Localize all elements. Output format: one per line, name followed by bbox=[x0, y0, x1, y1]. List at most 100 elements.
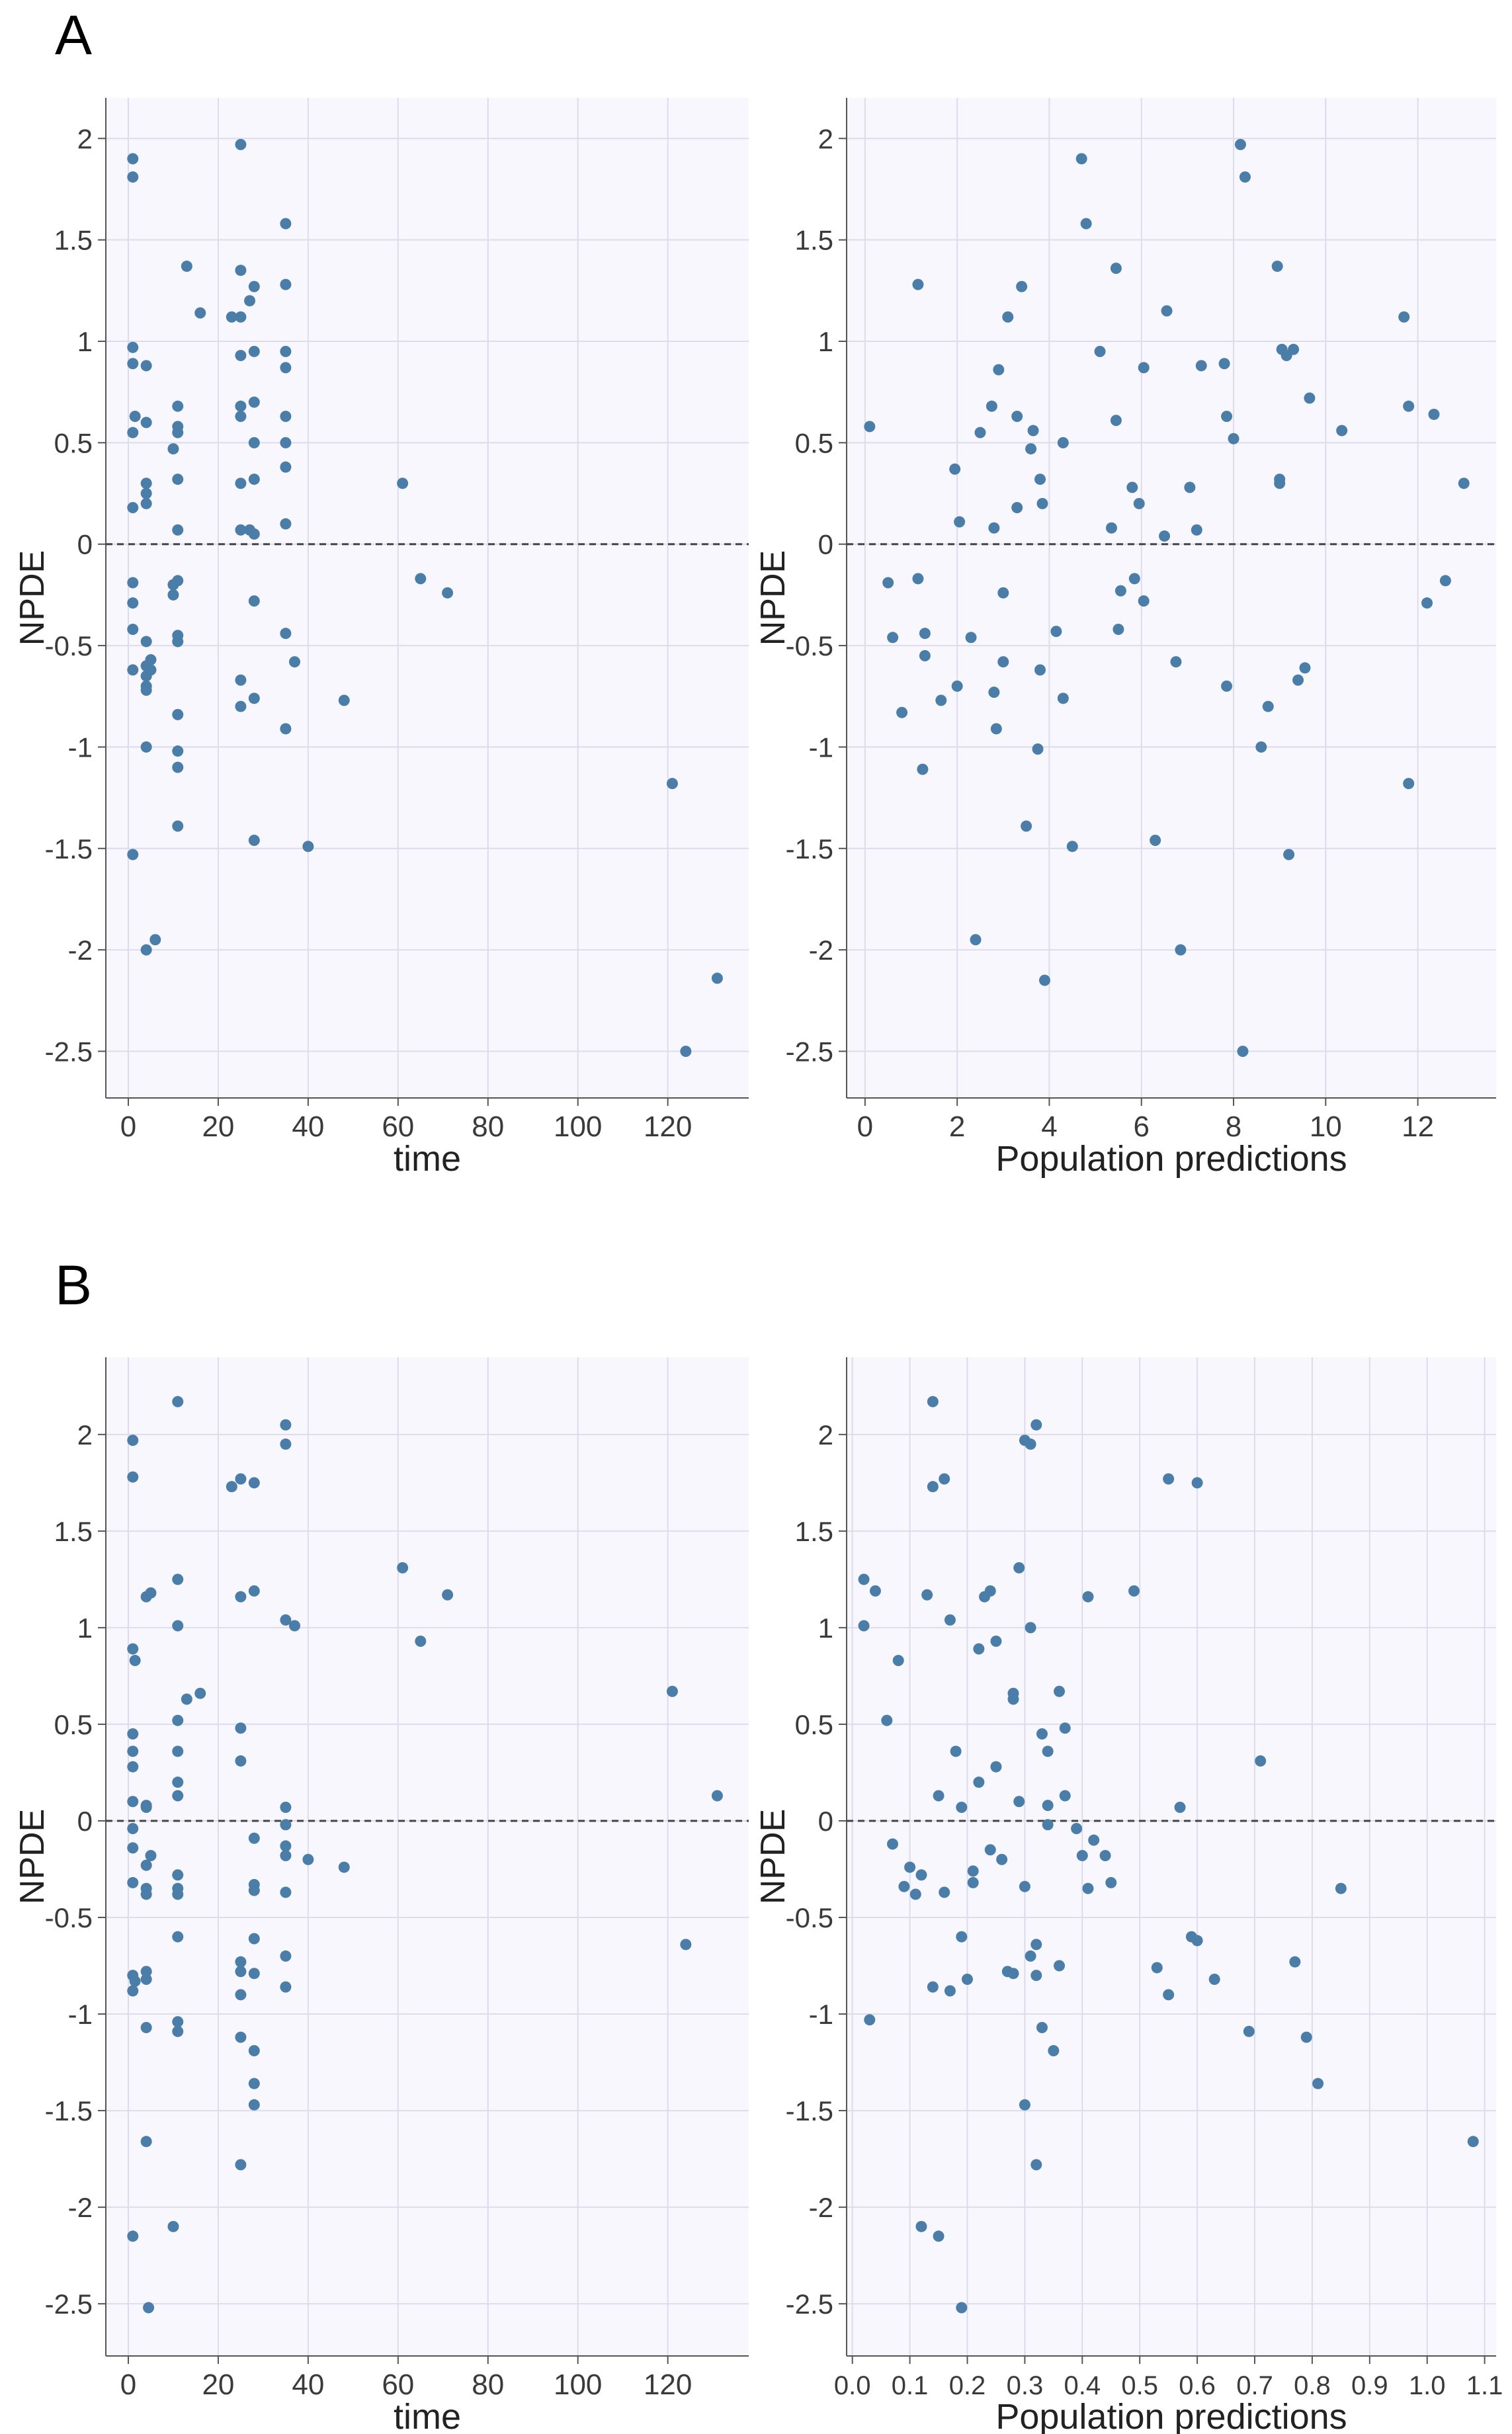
x-axis-title: time bbox=[394, 2397, 461, 2434]
data-point bbox=[127, 1876, 139, 1888]
data-point bbox=[1428, 408, 1440, 420]
data-point bbox=[956, 1931, 968, 1943]
x-tick-label: 100 bbox=[554, 2369, 602, 2401]
data-point bbox=[1184, 482, 1196, 493]
data-point bbox=[1175, 944, 1187, 956]
data-point bbox=[917, 763, 929, 775]
data-point bbox=[1114, 585, 1126, 597]
y-tick-label: 0.5 bbox=[54, 427, 93, 458]
chart-B-pred: 0.0 0.1 0.2 0.3 0.4 0.5 0.6 0.7 0.8 0.9 1.0 1.1 -2.5… bbox=[754, 1357, 1503, 2434]
data-point bbox=[680, 1045, 692, 1057]
data-point bbox=[172, 1714, 184, 1726]
data-point bbox=[140, 636, 152, 648]
y-tick-label: 0 bbox=[77, 1806, 93, 1837]
data-point bbox=[248, 345, 260, 357]
data-point bbox=[915, 1869, 927, 1881]
data-point bbox=[172, 1396, 184, 1407]
data-point bbox=[912, 278, 924, 290]
data-point bbox=[127, 1745, 139, 1757]
data-point bbox=[280, 1419, 292, 1431]
data-point bbox=[1011, 411, 1023, 423]
data-point bbox=[140, 2136, 152, 2148]
data-point bbox=[280, 345, 292, 357]
data-point bbox=[1032, 743, 1044, 755]
data-point bbox=[172, 1777, 184, 1788]
y-axis-title: NPDE bbox=[754, 1809, 792, 1904]
data-point bbox=[1025, 1438, 1036, 1450]
data-point bbox=[1057, 692, 1069, 704]
data-point bbox=[145, 1850, 157, 1862]
y-tick-label: 0.5 bbox=[54, 1709, 93, 1740]
data-point bbox=[280, 218, 292, 230]
data-point bbox=[397, 1562, 409, 1574]
data-point bbox=[954, 516, 966, 528]
data-point bbox=[248, 437, 260, 448]
data-point bbox=[1191, 1935, 1203, 1947]
y-tick-label: -2 bbox=[68, 935, 93, 966]
data-point bbox=[127, 341, 139, 353]
data-point bbox=[280, 278, 292, 290]
data-point bbox=[1138, 362, 1150, 374]
x-tick-label: 60 bbox=[382, 2369, 414, 2401]
data-point bbox=[415, 1635, 427, 1647]
data-point bbox=[167, 443, 179, 455]
y-tick-label: -2.5 bbox=[786, 2288, 833, 2320]
data-point bbox=[1105, 522, 1117, 534]
data-point bbox=[921, 1589, 933, 1601]
data-point bbox=[127, 1435, 139, 1447]
data-point bbox=[248, 280, 260, 292]
x-tick-label: 0.9 bbox=[1351, 2371, 1388, 2400]
x-tick-label: 4 bbox=[1041, 1111, 1057, 1143]
data-point bbox=[1071, 1823, 1083, 1835]
data-point bbox=[172, 761, 184, 773]
y-tick-label: 0 bbox=[818, 1806, 833, 1837]
data-point bbox=[1138, 595, 1150, 607]
y-tick-label: -2 bbox=[809, 2192, 833, 2223]
x-tick-label: 0.1 bbox=[892, 2371, 929, 2400]
data-point bbox=[181, 261, 192, 273]
data-point bbox=[1195, 360, 1207, 372]
data-point bbox=[172, 1574, 184, 1585]
data-point bbox=[967, 1876, 979, 1888]
data-point bbox=[1191, 524, 1202, 536]
data-point bbox=[1113, 624, 1124, 636]
x-tick-label: 40 bbox=[292, 1111, 324, 1143]
data-point bbox=[1025, 1950, 1036, 1962]
data-point bbox=[127, 358, 139, 370]
x-tick-label: 80 bbox=[472, 2369, 504, 2401]
data-point bbox=[280, 1981, 292, 1993]
data-point bbox=[974, 427, 986, 439]
panel-label-a: A bbox=[55, 4, 93, 66]
data-point bbox=[248, 2045, 260, 2057]
data-point bbox=[302, 841, 314, 853]
data-point bbox=[881, 1714, 893, 1726]
data-point bbox=[127, 849, 139, 860]
data-point bbox=[127, 171, 139, 183]
data-point bbox=[1016, 280, 1028, 292]
data-point bbox=[140, 944, 152, 956]
data-point bbox=[944, 1614, 956, 1626]
data-point bbox=[1099, 1850, 1111, 1862]
data-point bbox=[970, 934, 982, 946]
x-tick-label: 60 bbox=[382, 1111, 414, 1143]
data-point bbox=[248, 1832, 260, 1844]
data-point bbox=[1221, 680, 1233, 692]
data-point bbox=[858, 1620, 870, 1632]
data-point bbox=[711, 1790, 723, 1802]
data-point bbox=[1458, 478, 1470, 489]
data-point bbox=[167, 2220, 179, 2232]
y-tick-label: 0 bbox=[77, 529, 93, 560]
data-point bbox=[143, 2302, 155, 2314]
data-point bbox=[1076, 1850, 1088, 1862]
data-point bbox=[149, 934, 161, 946]
data-point bbox=[919, 628, 931, 640]
y-tick-label: -1.5 bbox=[786, 2095, 833, 2126]
data-point bbox=[235, 1473, 247, 1485]
data-point bbox=[1034, 474, 1046, 485]
data-point bbox=[939, 1473, 950, 1485]
data-point bbox=[1336, 425, 1348, 437]
data-point bbox=[235, 674, 247, 686]
data-point bbox=[887, 632, 899, 644]
data-point bbox=[1304, 392, 1316, 404]
data-point bbox=[127, 1471, 139, 1483]
